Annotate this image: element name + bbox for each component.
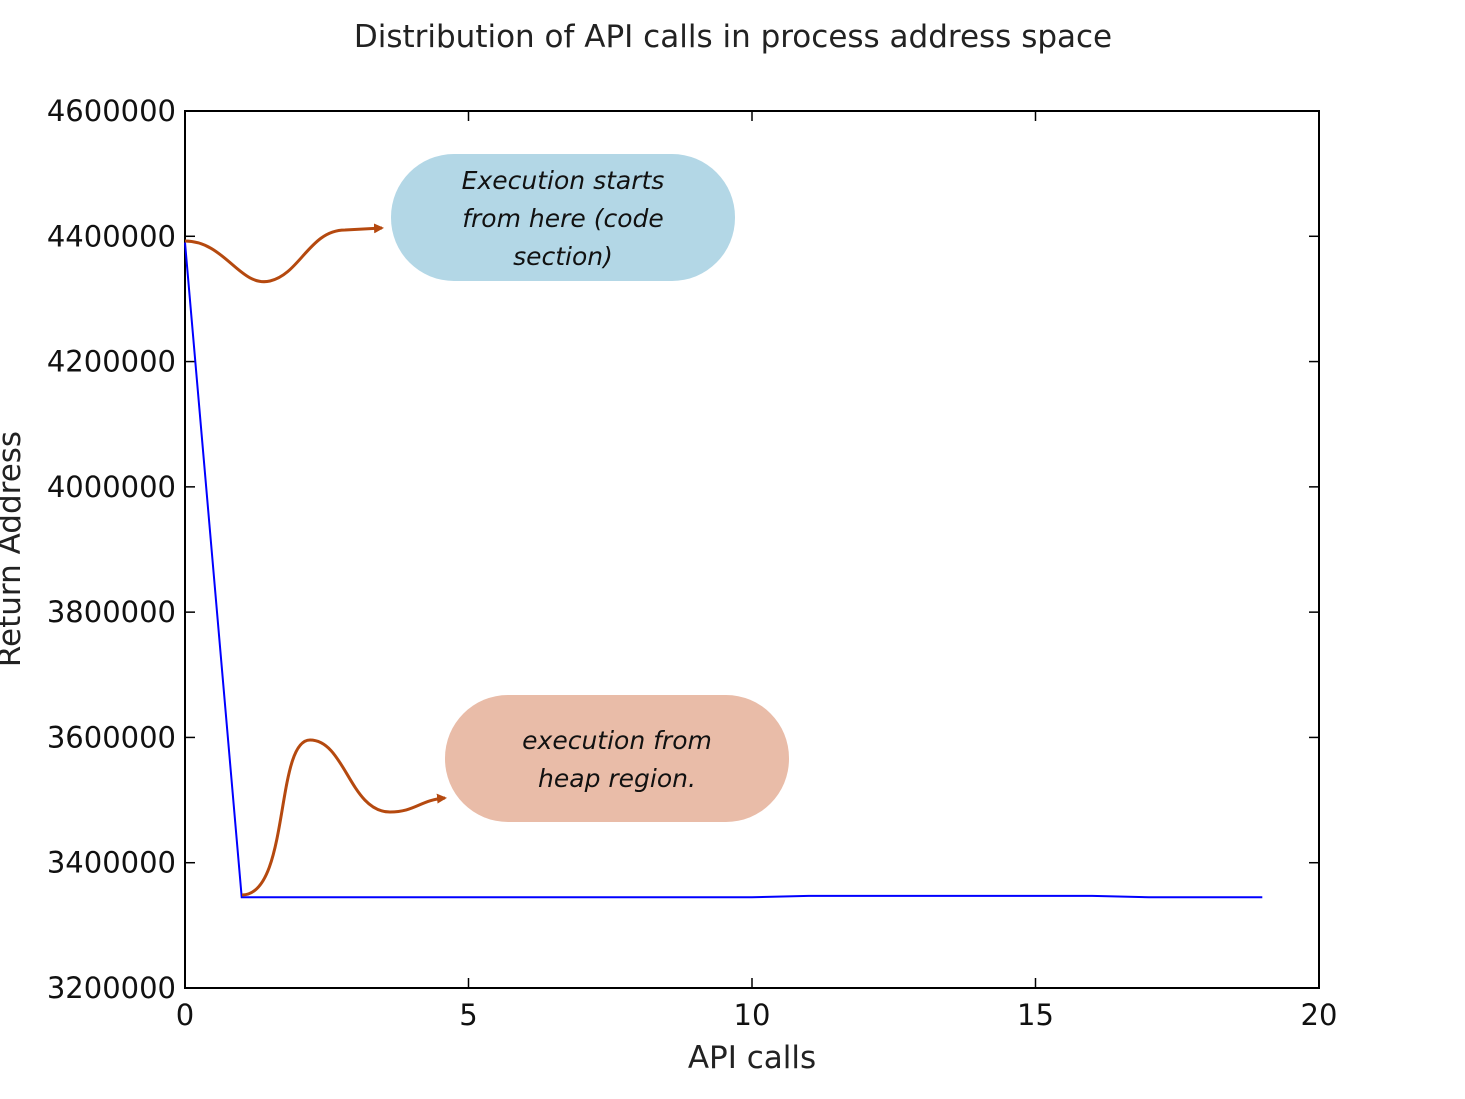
y-tick-label: 4400000 — [47, 219, 176, 253]
annotation-code-line1: Execution starts — [462, 166, 665, 195]
x-axis-ticks: 0 5 10 15 20 — [176, 111, 1338, 1032]
plot-frame — [184, 110, 1320, 989]
y-tick-label: 3200000 — [47, 971, 176, 1005]
annotation-code-line3: section) — [513, 242, 613, 271]
series-line — [184, 242, 1263, 899]
y-tick-label: 4600000 — [47, 94, 176, 128]
y-tick-label: 4200000 — [47, 345, 176, 379]
x-tick-label: 15 — [1017, 998, 1054, 1032]
x-tick-label: 10 — [734, 998, 771, 1032]
y-axis-label: Return Address — [0, 431, 28, 667]
y-tick-label: 3600000 — [47, 720, 176, 754]
annotation-heap-line1: execution from — [522, 726, 712, 755]
x-axis-label: API calls — [688, 1040, 816, 1076]
y-tick-label: 3400000 — [47, 846, 176, 880]
x-tick-label: 20 — [1301, 998, 1338, 1032]
x-tick-label: 0 — [176, 998, 194, 1032]
y-tick-label: 4000000 — [47, 470, 176, 504]
y-axis-ticks: 3200000 3400000 3600000 3800000 4000000 42000… — [47, 94, 1319, 1005]
annotation-arrow-code — [184, 223, 384, 284]
annotation-heap-line2: heap region. — [538, 764, 696, 793]
chart-title: Distribution of API calls in process add… — [354, 19, 1112, 55]
annotation-bubble-code — [391, 154, 735, 281]
annotation-bubble-heap — [445, 695, 789, 822]
annotation-arrow-heap — [241, 738, 447, 897]
y-tick-label: 3800000 — [47, 595, 176, 629]
x-tick-label: 5 — [459, 998, 477, 1032]
annotation-code-line2: from here (code — [462, 204, 664, 233]
series-layer — [184, 242, 1263, 899]
